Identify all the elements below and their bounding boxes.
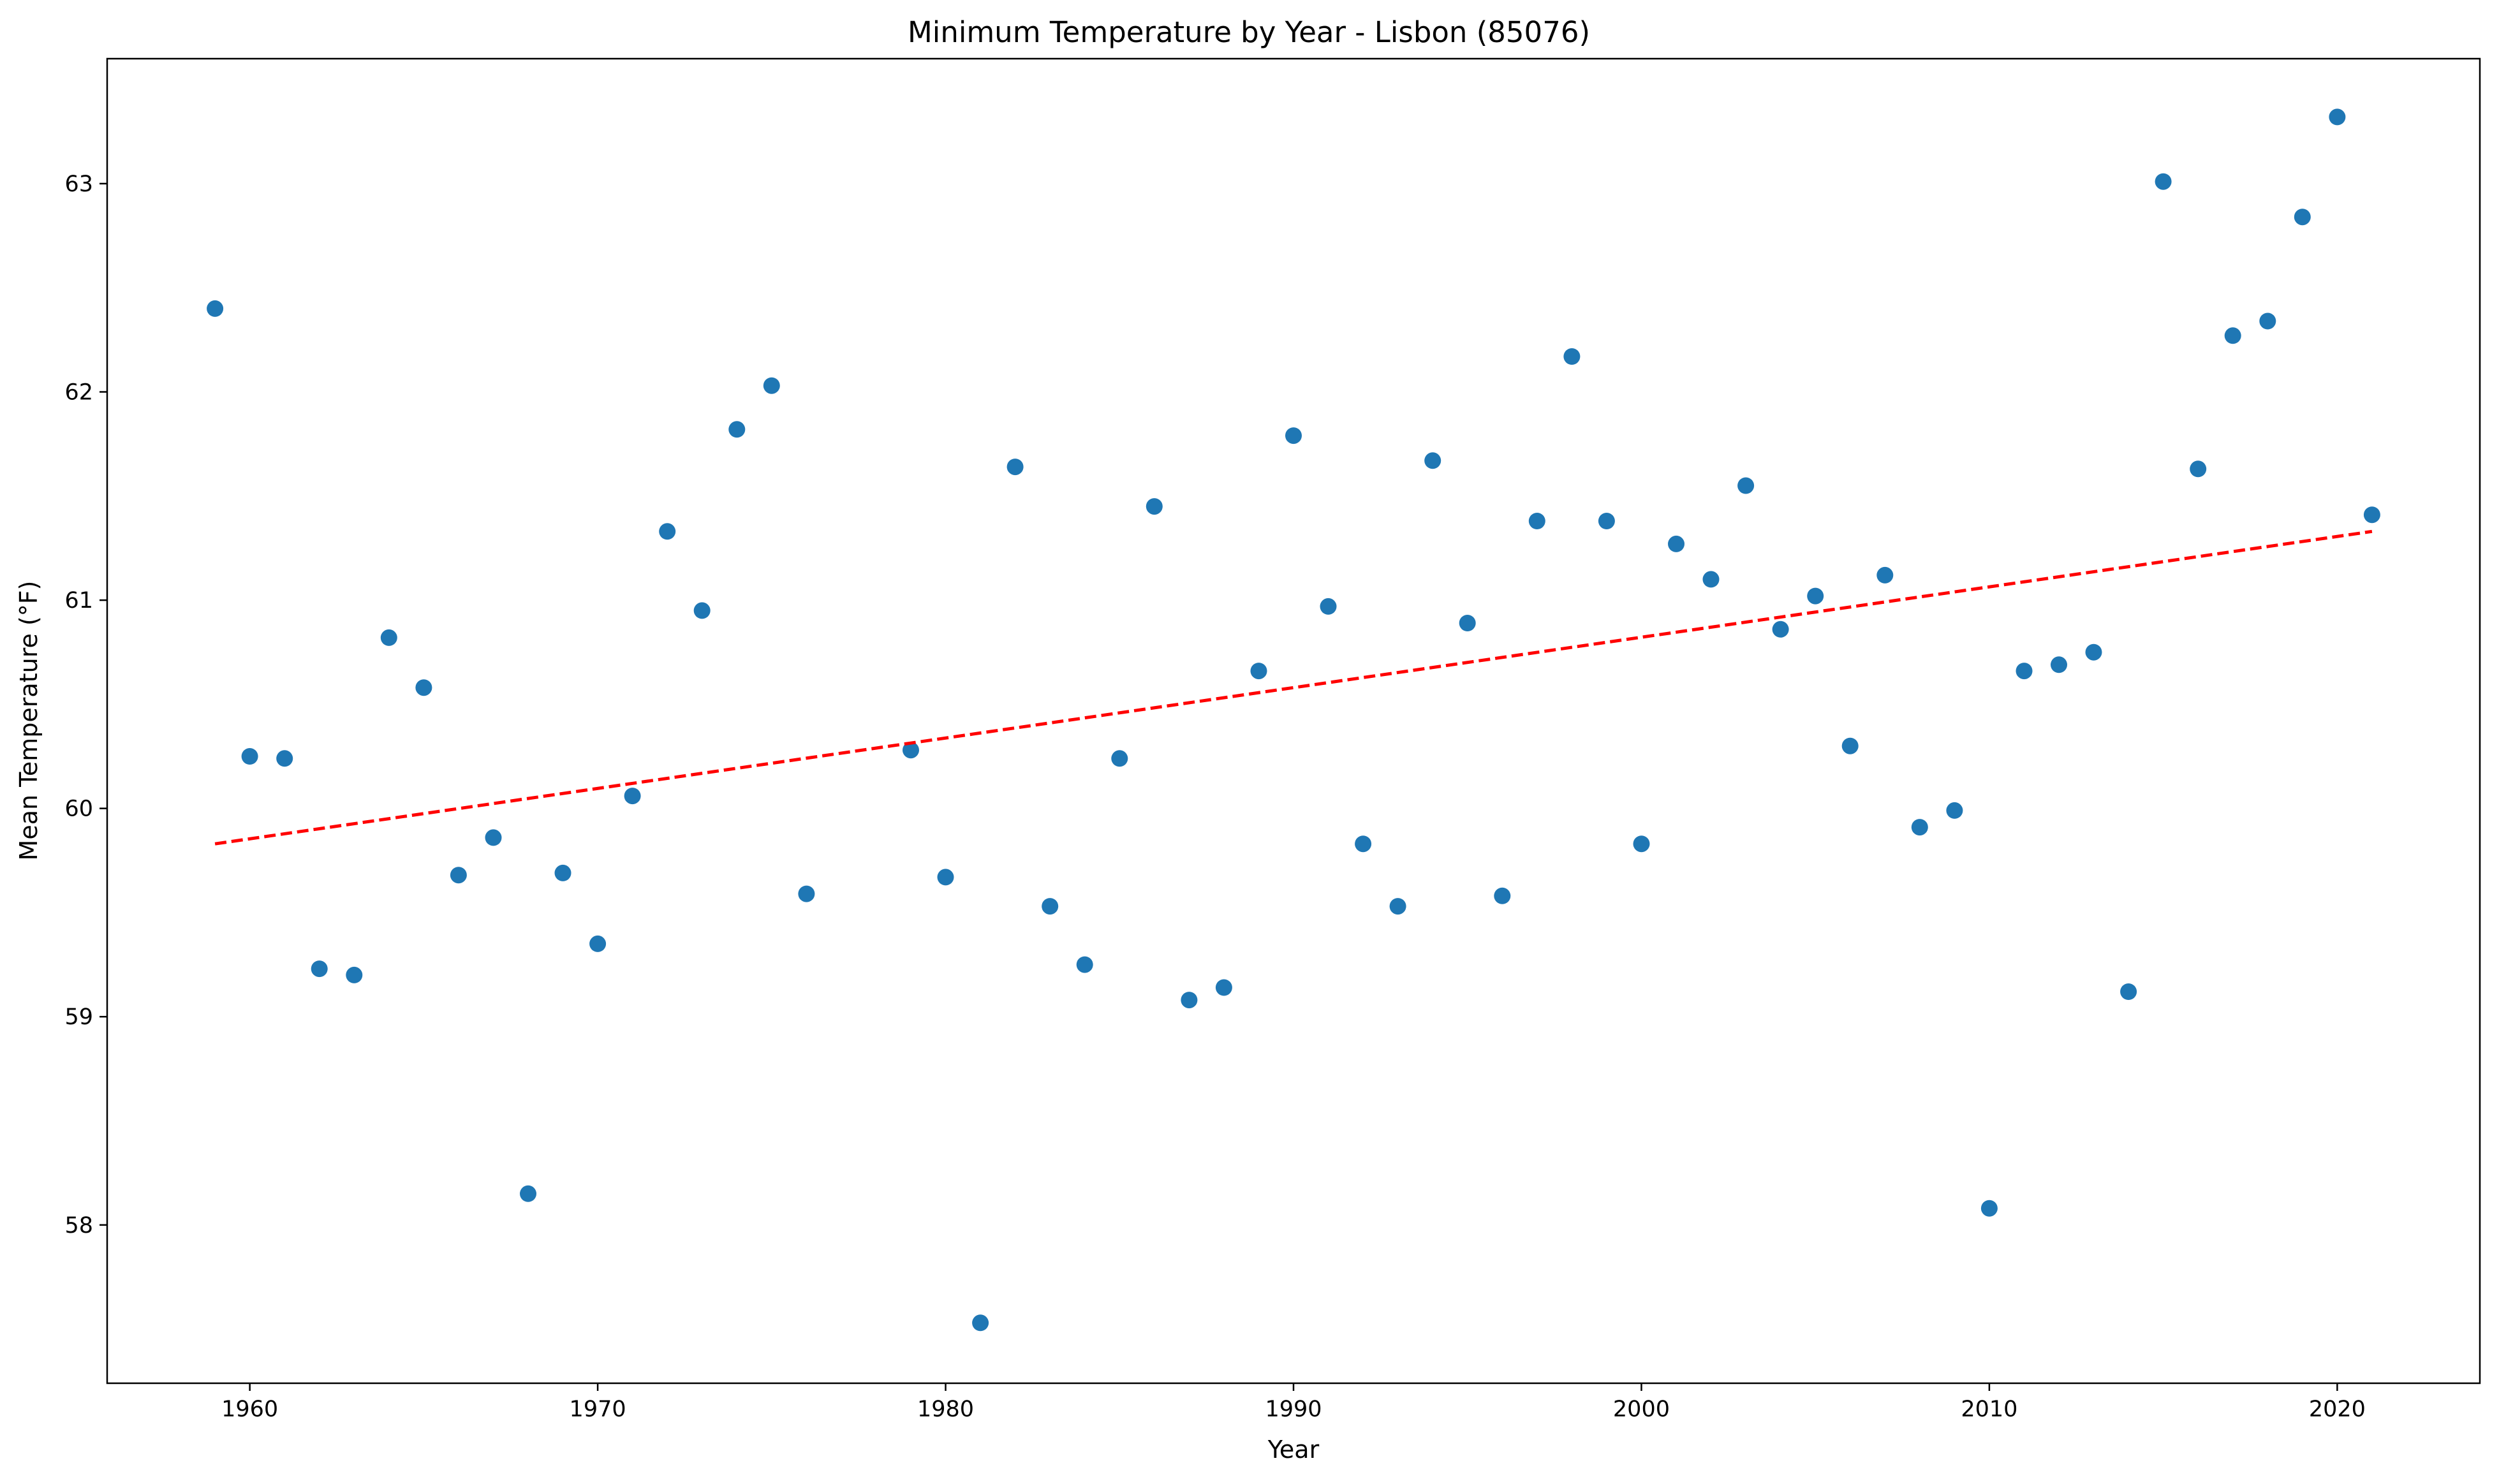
data-point bbox=[2155, 173, 2172, 190]
data-point bbox=[2085, 643, 2102, 661]
plot-area bbox=[207, 108, 2380, 1332]
data-point bbox=[2190, 460, 2207, 478]
data-point bbox=[1702, 571, 1720, 588]
chart-title: Minimum Temperature by Year - Lisbon (85… bbox=[908, 15, 1590, 49]
data-point bbox=[972, 1314, 989, 1332]
data-point bbox=[937, 869, 954, 886]
data-point bbox=[1876, 566, 1894, 584]
data-point bbox=[1076, 956, 1093, 973]
data-point bbox=[1459, 615, 1476, 631]
y-tick-label: 63 bbox=[64, 172, 93, 197]
data-point bbox=[1946, 802, 1963, 819]
data-point bbox=[1911, 819, 1928, 836]
x-tick-label: 2020 bbox=[2309, 1397, 2366, 1422]
x-tick-label: 1990 bbox=[1265, 1397, 1322, 1422]
y-axis-label: Mean Temperature (°F) bbox=[15, 581, 43, 861]
data-point bbox=[276, 750, 293, 767]
x-tick-label: 2000 bbox=[1613, 1397, 1670, 1422]
data-point bbox=[1528, 513, 1545, 529]
data-point bbox=[624, 788, 641, 805]
y-tick-label: 60 bbox=[64, 797, 93, 822]
data-point bbox=[798, 885, 815, 902]
x-tick-label: 1980 bbox=[917, 1397, 974, 1422]
data-point bbox=[1633, 835, 1650, 853]
data-point bbox=[1111, 750, 1128, 767]
data-point bbox=[1146, 498, 1163, 515]
y-tick-label: 58 bbox=[64, 1213, 93, 1238]
y-tick-label: 62 bbox=[64, 380, 93, 406]
data-point bbox=[311, 960, 328, 978]
data-point bbox=[2016, 663, 2033, 680]
data-point bbox=[415, 679, 432, 696]
data-point bbox=[2259, 312, 2276, 330]
data-point bbox=[241, 748, 258, 765]
data-point bbox=[1598, 513, 1615, 529]
x-tick-label: 1970 bbox=[570, 1397, 626, 1422]
data-point bbox=[450, 867, 467, 884]
trend-line bbox=[214, 529, 2373, 846]
data-point bbox=[207, 300, 224, 317]
data-point bbox=[1250, 663, 1267, 680]
x-axis-label: Year bbox=[1267, 1436, 1320, 1464]
data-point bbox=[1181, 992, 1198, 1009]
data-point bbox=[1841, 737, 1859, 754]
x-tick-label: 1960 bbox=[221, 1397, 278, 1422]
data-point bbox=[589, 935, 607, 952]
data-point bbox=[1563, 348, 1581, 365]
data-point bbox=[346, 966, 363, 983]
data-point bbox=[520, 1185, 536, 1202]
data-point bbox=[1285, 427, 1302, 444]
data-point bbox=[1389, 898, 1406, 915]
y-axis: 58 59 60 61 62 63 bbox=[64, 172, 107, 1238]
data-point bbox=[728, 421, 746, 438]
data-point bbox=[1980, 1200, 1998, 1217]
data-point bbox=[2224, 327, 2241, 344]
data-point bbox=[1042, 898, 1059, 915]
data-point bbox=[659, 523, 676, 540]
data-point bbox=[903, 742, 919, 759]
y-tick-label: 59 bbox=[64, 1004, 93, 1030]
data-point bbox=[1668, 535, 1684, 552]
y-tick-label: 61 bbox=[64, 588, 93, 613]
data-point bbox=[2120, 983, 2137, 1000]
data-point bbox=[2294, 209, 2311, 226]
data-point bbox=[1355, 835, 1372, 853]
data-point bbox=[1424, 452, 1441, 469]
data-point bbox=[1737, 477, 1755, 494]
data-point bbox=[1006, 459, 1024, 476]
data-point bbox=[763, 377, 780, 394]
x-tick-label: 2010 bbox=[1961, 1397, 2017, 1422]
data-point bbox=[485, 829, 502, 846]
data-point bbox=[1772, 621, 1789, 638]
x-axis: 1960 1970 1980 1990 2000 2010 2020 bbox=[221, 1383, 2366, 1422]
data-point bbox=[1215, 979, 1232, 996]
data-point bbox=[1807, 587, 1824, 605]
data-point bbox=[554, 864, 571, 881]
data-point bbox=[1320, 598, 1337, 615]
data-point bbox=[693, 602, 711, 619]
data-point bbox=[2051, 656, 2067, 673]
data-point bbox=[2363, 506, 2380, 524]
data-point bbox=[380, 629, 397, 646]
data-point bbox=[2329, 108, 2346, 126]
data-point bbox=[1494, 887, 1511, 904]
